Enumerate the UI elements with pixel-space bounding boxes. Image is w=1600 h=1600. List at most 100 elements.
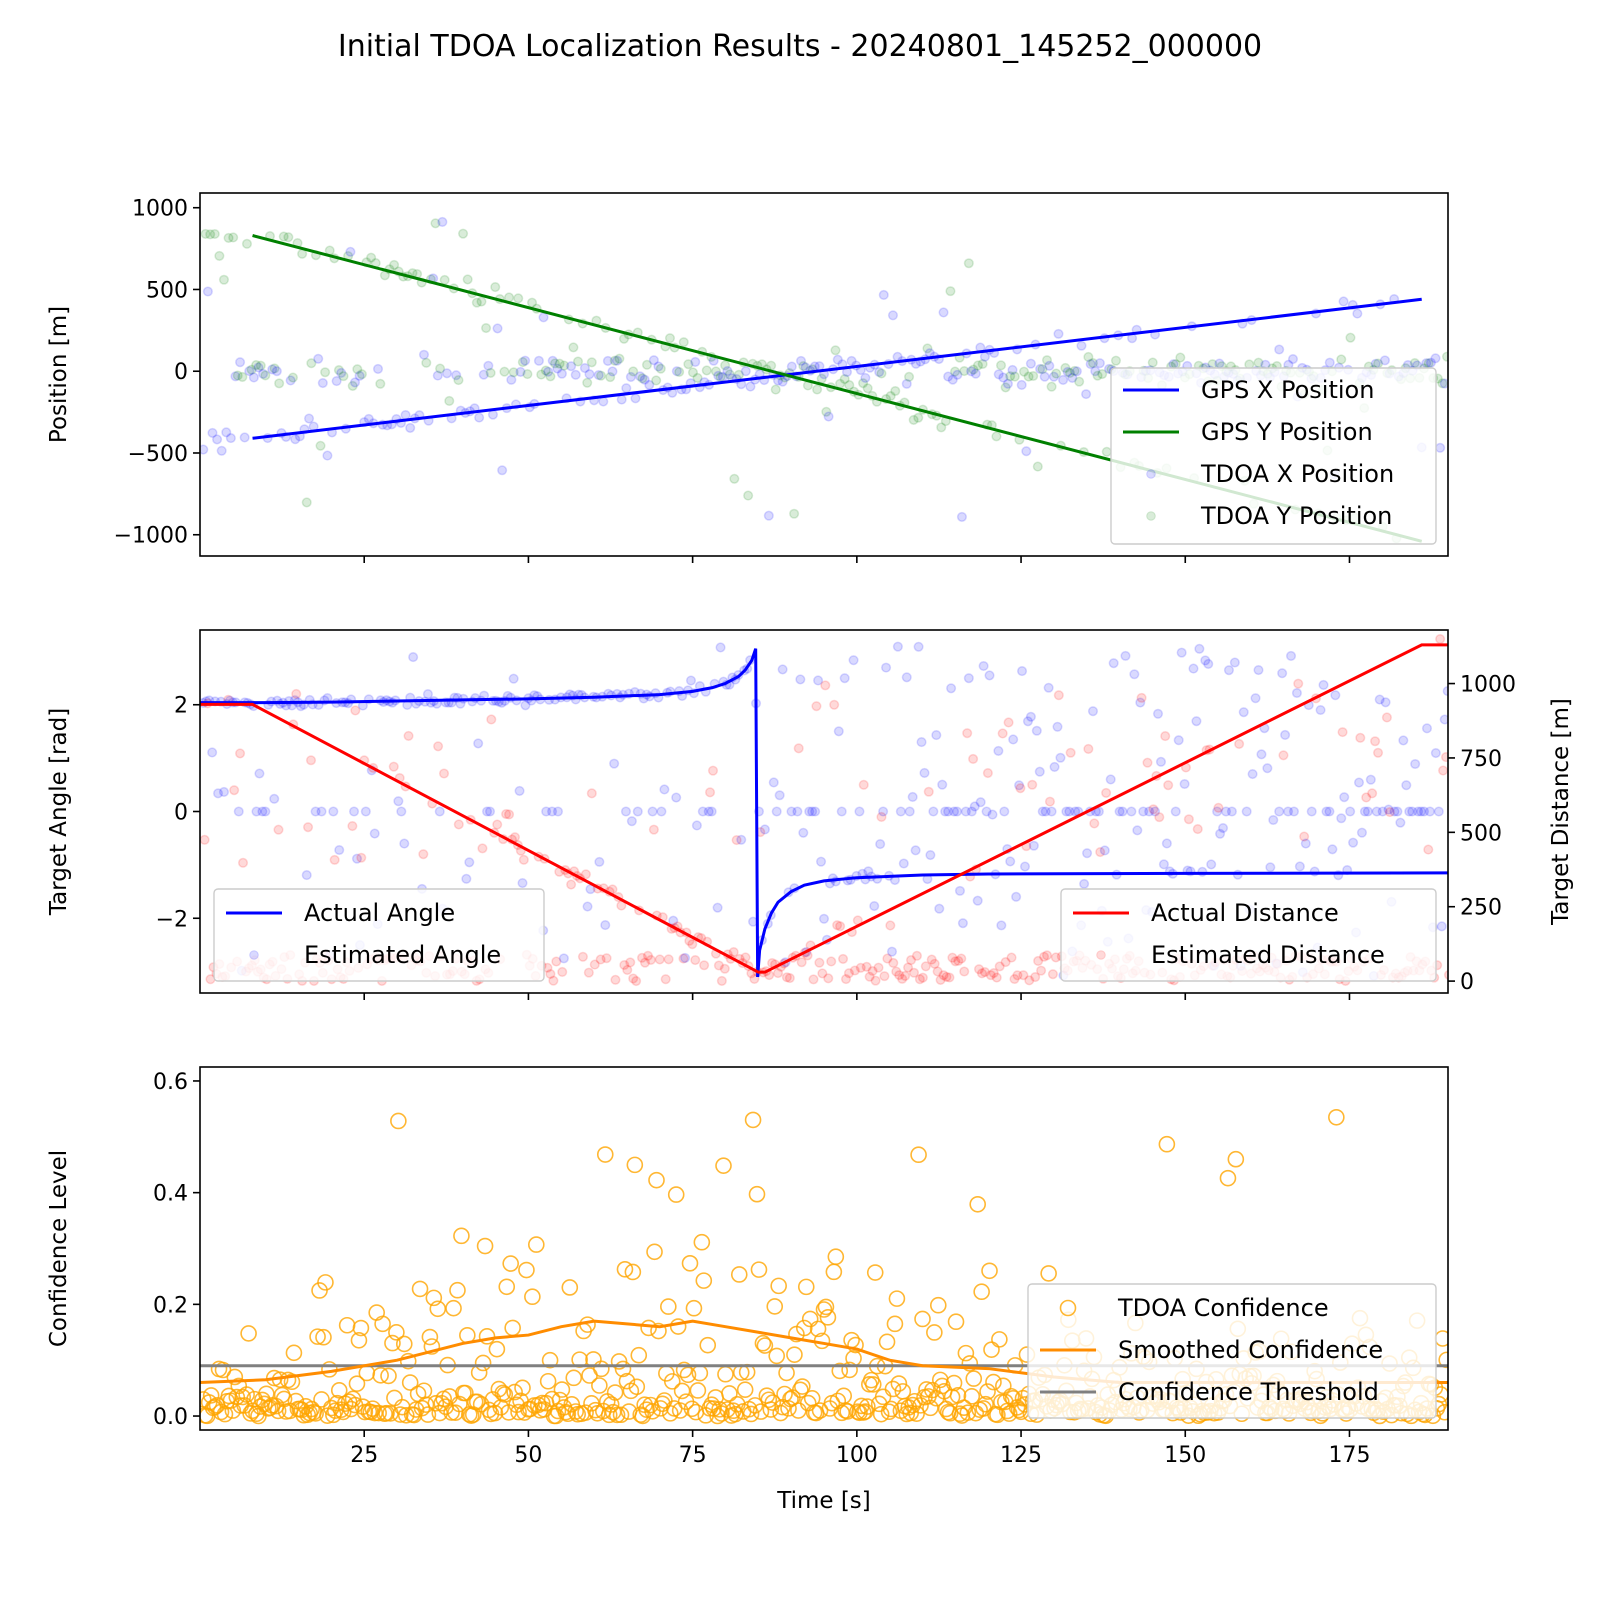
tdoa-y-point [844, 380, 855, 391]
tdoa-confidence-point [650, 1322, 667, 1340]
est-angle-point [213, 788, 224, 799]
tdoa-confidence-point [226, 1368, 244, 1386]
tdoa-y-point [766, 360, 777, 371]
tdoa-y-point [430, 218, 441, 229]
est-distance-point [1367, 788, 1378, 799]
tdoa-confidence-point [388, 1324, 405, 1341]
tdoa-confidence-point [831, 1362, 849, 1380]
tdoa-x-point [878, 289, 889, 301]
tdoa-confidence-point [1328, 1108, 1345, 1126]
tdoa-confidence-point [859, 1398, 876, 1415]
est-distance-point [917, 972, 928, 983]
est-angle-point [1238, 707, 1249, 718]
y-axis-label: Target Angle [rad] [46, 708, 72, 916]
est-angle-point [815, 856, 827, 867]
est-distance-point [1443, 969, 1448, 980]
tdoa-confidence-point [514, 1379, 531, 1397]
tdoa-y-point [1097, 368, 1108, 380]
tdoa-confidence-point [815, 1301, 833, 1318]
est-angle-point [659, 784, 670, 795]
tdoa-y-point [439, 274, 450, 285]
est-distance-point [660, 974, 671, 985]
tdoa-y-point [320, 367, 331, 378]
est-angle-point [1274, 806, 1285, 817]
est-distance-point [832, 920, 843, 931]
tdoa-confidence-point [486, 1404, 504, 1422]
tdoa-confidence-point [498, 1278, 516, 1296]
est-distance-point [418, 849, 429, 860]
est-distance-point [583, 967, 594, 978]
est-distance-point [687, 939, 698, 950]
est-distance-point [1183, 814, 1194, 825]
tdoa-confidence-point [606, 1384, 624, 1401]
est-angle-point [1439, 714, 1448, 725]
tdoa-confidence-point [794, 1378, 811, 1395]
est-distance-point [959, 966, 970, 977]
est-distance-point [826, 956, 837, 967]
tdoa-x-point [1035, 363, 1046, 375]
est-angle-point [1049, 761, 1060, 772]
est-angle-point [1401, 780, 1412, 791]
est-angle-point [1046, 806, 1057, 817]
tdoa-confidence-point [612, 1406, 630, 1424]
est-distance-point [1440, 752, 1448, 763]
est-angle-point [1087, 706, 1099, 717]
tdoa-confidence-point [981, 1262, 998, 1280]
est-distance-point [586, 788, 597, 799]
est-distance-point [403, 730, 414, 741]
est-angle-point [1288, 806, 1300, 817]
est-distance-point [956, 953, 967, 964]
est-angle-point [712, 902, 723, 913]
est-distance-point [740, 952, 751, 963]
est-angle-point [1144, 806, 1155, 817]
est-angle-point [786, 806, 797, 817]
tdoa-confidence-point [370, 1404, 387, 1422]
est-distance-point [876, 811, 887, 822]
est-angle-point [1117, 806, 1128, 817]
tdoa-y-point [223, 232, 234, 243]
est-angle-point [1413, 806, 1424, 817]
tdoa-y-point [743, 490, 754, 501]
est-distance-point [926, 954, 937, 965]
est-angle-point [1152, 708, 1164, 719]
tdoa-x-point [1044, 360, 1055, 371]
tdoa-y-point [641, 359, 653, 370]
tdoa-x-point [1053, 328, 1064, 339]
tdoa-x-point [947, 374, 958, 385]
tdoa-confidence-point [200, 1394, 218, 1411]
tdoa-confidence-point [561, 1279, 579, 1296]
est-distance-point [1006, 952, 1017, 963]
tdoa-x-point [1021, 446, 1032, 457]
est-angle-point [1327, 844, 1338, 855]
tdoa-y-point [913, 412, 924, 423]
est-angle-point [668, 915, 679, 926]
legend-entry: Estimated Angle [304, 941, 501, 969]
est-angle-point [798, 827, 809, 838]
tdoa-confidence-point [283, 1373, 301, 1391]
tdoa-confidence-point [559, 1405, 577, 1423]
y-right-tick-label: 0 [1460, 970, 1474, 995]
tdoa-confidence-point [878, 1333, 896, 1351]
tdoa-confidence-point [638, 1401, 655, 1418]
tdoa-confidence-point [969, 1195, 987, 1213]
est-angle-point [1008, 734, 1019, 745]
est-angle-point [1436, 921, 1447, 932]
est-distance-point [551, 956, 562, 967]
tdoa-confidence-point [494, 1384, 512, 1402]
tdoa-y-point [315, 440, 326, 451]
est-angle-point [422, 689, 433, 700]
est-angle-point [931, 730, 942, 741]
tdoa-y-point [453, 375, 464, 386]
est-distance-point [1047, 969, 1058, 980]
est-angle-point [1203, 658, 1214, 670]
est-angle-point [691, 820, 702, 831]
est-angle-point [481, 806, 493, 817]
tdoa-x-point [943, 371, 954, 382]
tdoa-confidence-point [453, 1227, 470, 1245]
tdoa-x-point [336, 367, 347, 378]
est-distance-point [628, 973, 639, 984]
tdoa-y-point [1441, 351, 1448, 362]
est-distance-point [1101, 787, 1112, 798]
tdoa-confidence-point [929, 1296, 947, 1314]
est-angle-point [1407, 806, 1418, 817]
